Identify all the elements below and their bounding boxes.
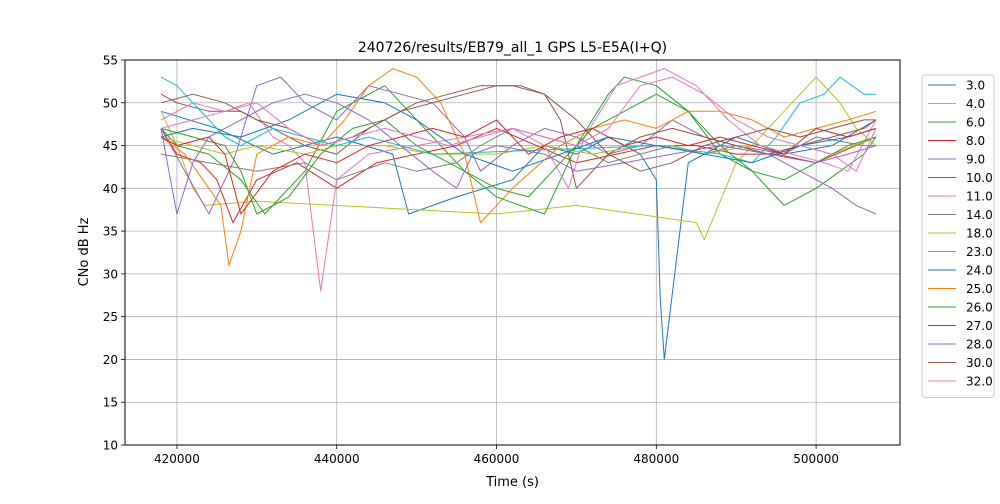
y-axis-label: CNo dB Hz [77, 217, 92, 286]
legend-label: 25.0 [966, 282, 993, 296]
series-line-26.0 [160, 93, 877, 215]
legend: 3.0 4.0 6.0 8.0 9.0 10.0 11.0 14.0 18.0 23.0 24.0 2… [921, 74, 995, 398]
legend-label: 30.0 [966, 356, 993, 370]
y-tick-label: 15 [103, 396, 118, 410]
y-tick-label: 45 [103, 139, 118, 153]
series-line-30.0 [160, 85, 876, 172]
series-line-27.0 [160, 119, 877, 215]
series-layer [160, 68, 877, 360]
series-line-32.0 [160, 76, 877, 172]
legend-label: 28.0 [966, 338, 993, 352]
series-line-4.0 [160, 76, 877, 241]
legend-label: 3.0 [966, 79, 985, 93]
y-tick-label: 55 [103, 54, 118, 68]
series-line-8.0 [160, 127, 877, 224]
y-tick-label: 30 [103, 267, 118, 281]
x-tick-label: 440000 [314, 452, 360, 466]
legend-label: 26.0 [966, 301, 993, 315]
x-axis-ticks: 420000 440000 460000 480000 500000 [154, 445, 839, 466]
y-tick-label: 35 [103, 225, 118, 239]
legend-label: 6.0 [966, 116, 985, 130]
y-tick-label: 50 [103, 96, 118, 110]
x-tick-label: 500000 [793, 452, 839, 466]
legend-label: 11.0 [966, 190, 993, 204]
series-line-11.0 [160, 68, 877, 292]
x-tick-label: 420000 [154, 452, 200, 466]
legend-label: 27.0 [966, 319, 993, 333]
x-tick-label: 480000 [633, 452, 679, 466]
legend-label: 8.0 [966, 134, 985, 148]
legend-label: 10.0 [966, 171, 993, 185]
legend-label: 24.0 [966, 264, 993, 278]
x-axis-label: Time (s) [485, 475, 539, 490]
legend-label: 14.0 [966, 208, 993, 222]
series-line-25.0 [160, 68, 877, 266]
legend-label: 32.0 [966, 375, 993, 389]
grid-lines [125, 59, 900, 446]
legend-box [921, 74, 995, 398]
legend-label: 4.0 [966, 97, 985, 111]
series-line-24.0 [160, 93, 877, 172]
y-tick-label: 20 [103, 353, 118, 367]
series-line-28.0 [160, 93, 877, 215]
y-tick-label: 25 [103, 310, 118, 324]
plot-frame [124, 59, 901, 446]
x-tick-label: 460000 [474, 452, 520, 466]
y-tick-label: 10 [103, 439, 118, 453]
y-axis-ticks: 10 15 20 25 30 35 40 45 50 55 [103, 54, 125, 453]
legend-label: 9.0 [966, 153, 985, 167]
legend-label: 23.0 [966, 245, 993, 259]
series-line-6.0 [160, 76, 877, 215]
legend-label: 18.0 [966, 227, 993, 241]
y-tick-label: 40 [103, 182, 118, 196]
chart-title: 240726/results/EB79_all_1 GPS L5-E5A(I+Q… [358, 40, 667, 56]
